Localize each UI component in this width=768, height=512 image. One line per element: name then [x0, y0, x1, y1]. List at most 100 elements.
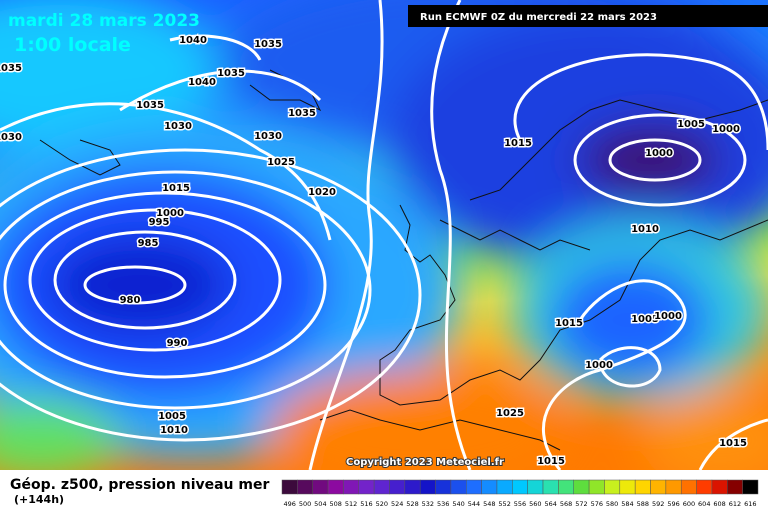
scale-swatch [742, 479, 759, 495]
copyright: Copyright 2023 Meteociel.fr [346, 457, 504, 468]
scale-label: 584 [621, 500, 633, 508]
scale-swatch [680, 479, 697, 495]
scale-swatch [281, 479, 298, 495]
scale-swatch [573, 479, 590, 495]
color-scale: 496 500 504 508 512 516 520 524 528 532 536 540 544 5… [281, 479, 759, 508]
time-label: 1:00 locale [14, 34, 131, 56]
isobar-label: 1035 [288, 108, 316, 119]
isobar-label: 1040 [188, 77, 216, 88]
scale-label: 524 [391, 500, 403, 508]
date-label: mardi 28 mars 2023 [8, 11, 200, 31]
scale-label: 548 [483, 500, 495, 508]
scale-label: 556 [514, 500, 526, 508]
isobar-label: 1035 [0, 63, 22, 74]
isobar-label: 990 [167, 338, 188, 349]
scale-label: 568 [560, 500, 572, 508]
isobar-label: 1035 [217, 68, 245, 79]
scale-swatch [512, 479, 528, 495]
isobar-label: 1015 [537, 456, 565, 467]
scale-swatch [634, 479, 651, 495]
scale-swatch [496, 479, 513, 495]
scale-label: 560 [529, 500, 541, 508]
scale-swatch [588, 479, 605, 495]
scale-label: 528 [406, 500, 418, 508]
scale-label: 520 [376, 500, 388, 508]
isobar-label: 1025 [267, 157, 295, 168]
scale-swatch [696, 479, 713, 495]
scale-swatch [527, 479, 544, 495]
isobar-label: 995 [149, 217, 170, 228]
isobar-label: 1005 [158, 411, 186, 422]
scale-label: 596 [667, 500, 679, 508]
legend-lead: (+144h) [14, 493, 64, 506]
isobar-label: 1030 [0, 132, 22, 143]
scale-label: 536 [437, 500, 449, 508]
run-label: Run ECMWF 0Z du mercredi 22 mars 2023 [420, 12, 657, 23]
scale-label: 496 [283, 500, 295, 508]
isobars [0, 0, 768, 470]
scale-label: 572 [575, 500, 587, 508]
scale-swatch [343, 479, 360, 495]
scale-label: 576 [591, 500, 603, 508]
scale-label: 516 [360, 500, 372, 508]
scale-label: 544 [468, 500, 480, 508]
scale-label: 604 [698, 500, 710, 508]
scale-label: 500 [299, 500, 311, 508]
isobar-label: 1010 [160, 425, 188, 436]
isobar-label: 1010 [631, 224, 659, 235]
scale-swatch [727, 479, 743, 495]
isobar-label: 1000 [654, 311, 682, 322]
scale-label: 540 [452, 500, 464, 508]
scale-swatch [297, 479, 313, 495]
isobar-label: 1015 [504, 138, 532, 149]
isobar-label: 1005 [677, 119, 705, 130]
isobar-label: 1030 [254, 131, 282, 142]
scale-label: 504 [314, 500, 326, 508]
isobar-label: 1030 [164, 121, 192, 132]
isobar-label: 1005 [631, 314, 659, 325]
scale-swatch [650, 479, 667, 495]
scale-swatch [435, 479, 452, 495]
scale-label: 508 [330, 500, 342, 508]
scale-label: 532 [422, 500, 434, 508]
scale-swatch [419, 479, 436, 495]
scale-swatch [481, 479, 498, 495]
scale-swatch [542, 479, 559, 495]
scale-label: 512 [345, 500, 357, 508]
scale-label: 616 [744, 500, 756, 508]
scale-swatch [358, 479, 375, 495]
scale-label: 592 [652, 500, 664, 508]
scale-label: 608 [713, 500, 725, 508]
coastlines [39, 69, 768, 451]
map: 1040103510351035104010351035103010301030… [0, 0, 768, 470]
isobar-label: 1040 [179, 35, 207, 46]
scale-swatch [558, 479, 574, 495]
isobar-label: 985 [138, 238, 159, 249]
isobar-label: 1015 [719, 438, 747, 449]
scale-swatch [466, 479, 482, 495]
scale-swatch [665, 479, 682, 495]
isobar-label: 1015 [555, 318, 583, 329]
isobar-label: 1025 [496, 408, 524, 419]
scale-label: 588 [637, 500, 649, 508]
isobar-label: 980 [120, 295, 141, 306]
scale-swatch [312, 479, 329, 495]
scale-swatch [604, 479, 621, 495]
isobar-label: 1000 [156, 208, 184, 219]
run-box [408, 5, 768, 27]
scale-label: 600 [683, 500, 695, 508]
isobar-label: 1000 [585, 360, 613, 371]
isobar-label: 1035 [254, 39, 282, 50]
scale-label: 612 [729, 500, 741, 508]
scale-swatch [450, 479, 467, 495]
scale-label: 580 [606, 500, 618, 508]
isobar-label: 1015 [162, 183, 190, 194]
scale-swatch [404, 479, 421, 495]
scale-label: 564 [544, 500, 556, 508]
scale-label: 552 [498, 500, 510, 508]
legend-title: Géop. z500, pression niveau mer [10, 477, 269, 493]
scale-swatch [373, 479, 390, 495]
scale-swatch [389, 479, 406, 495]
isobar-label: 1035 [136, 100, 164, 111]
